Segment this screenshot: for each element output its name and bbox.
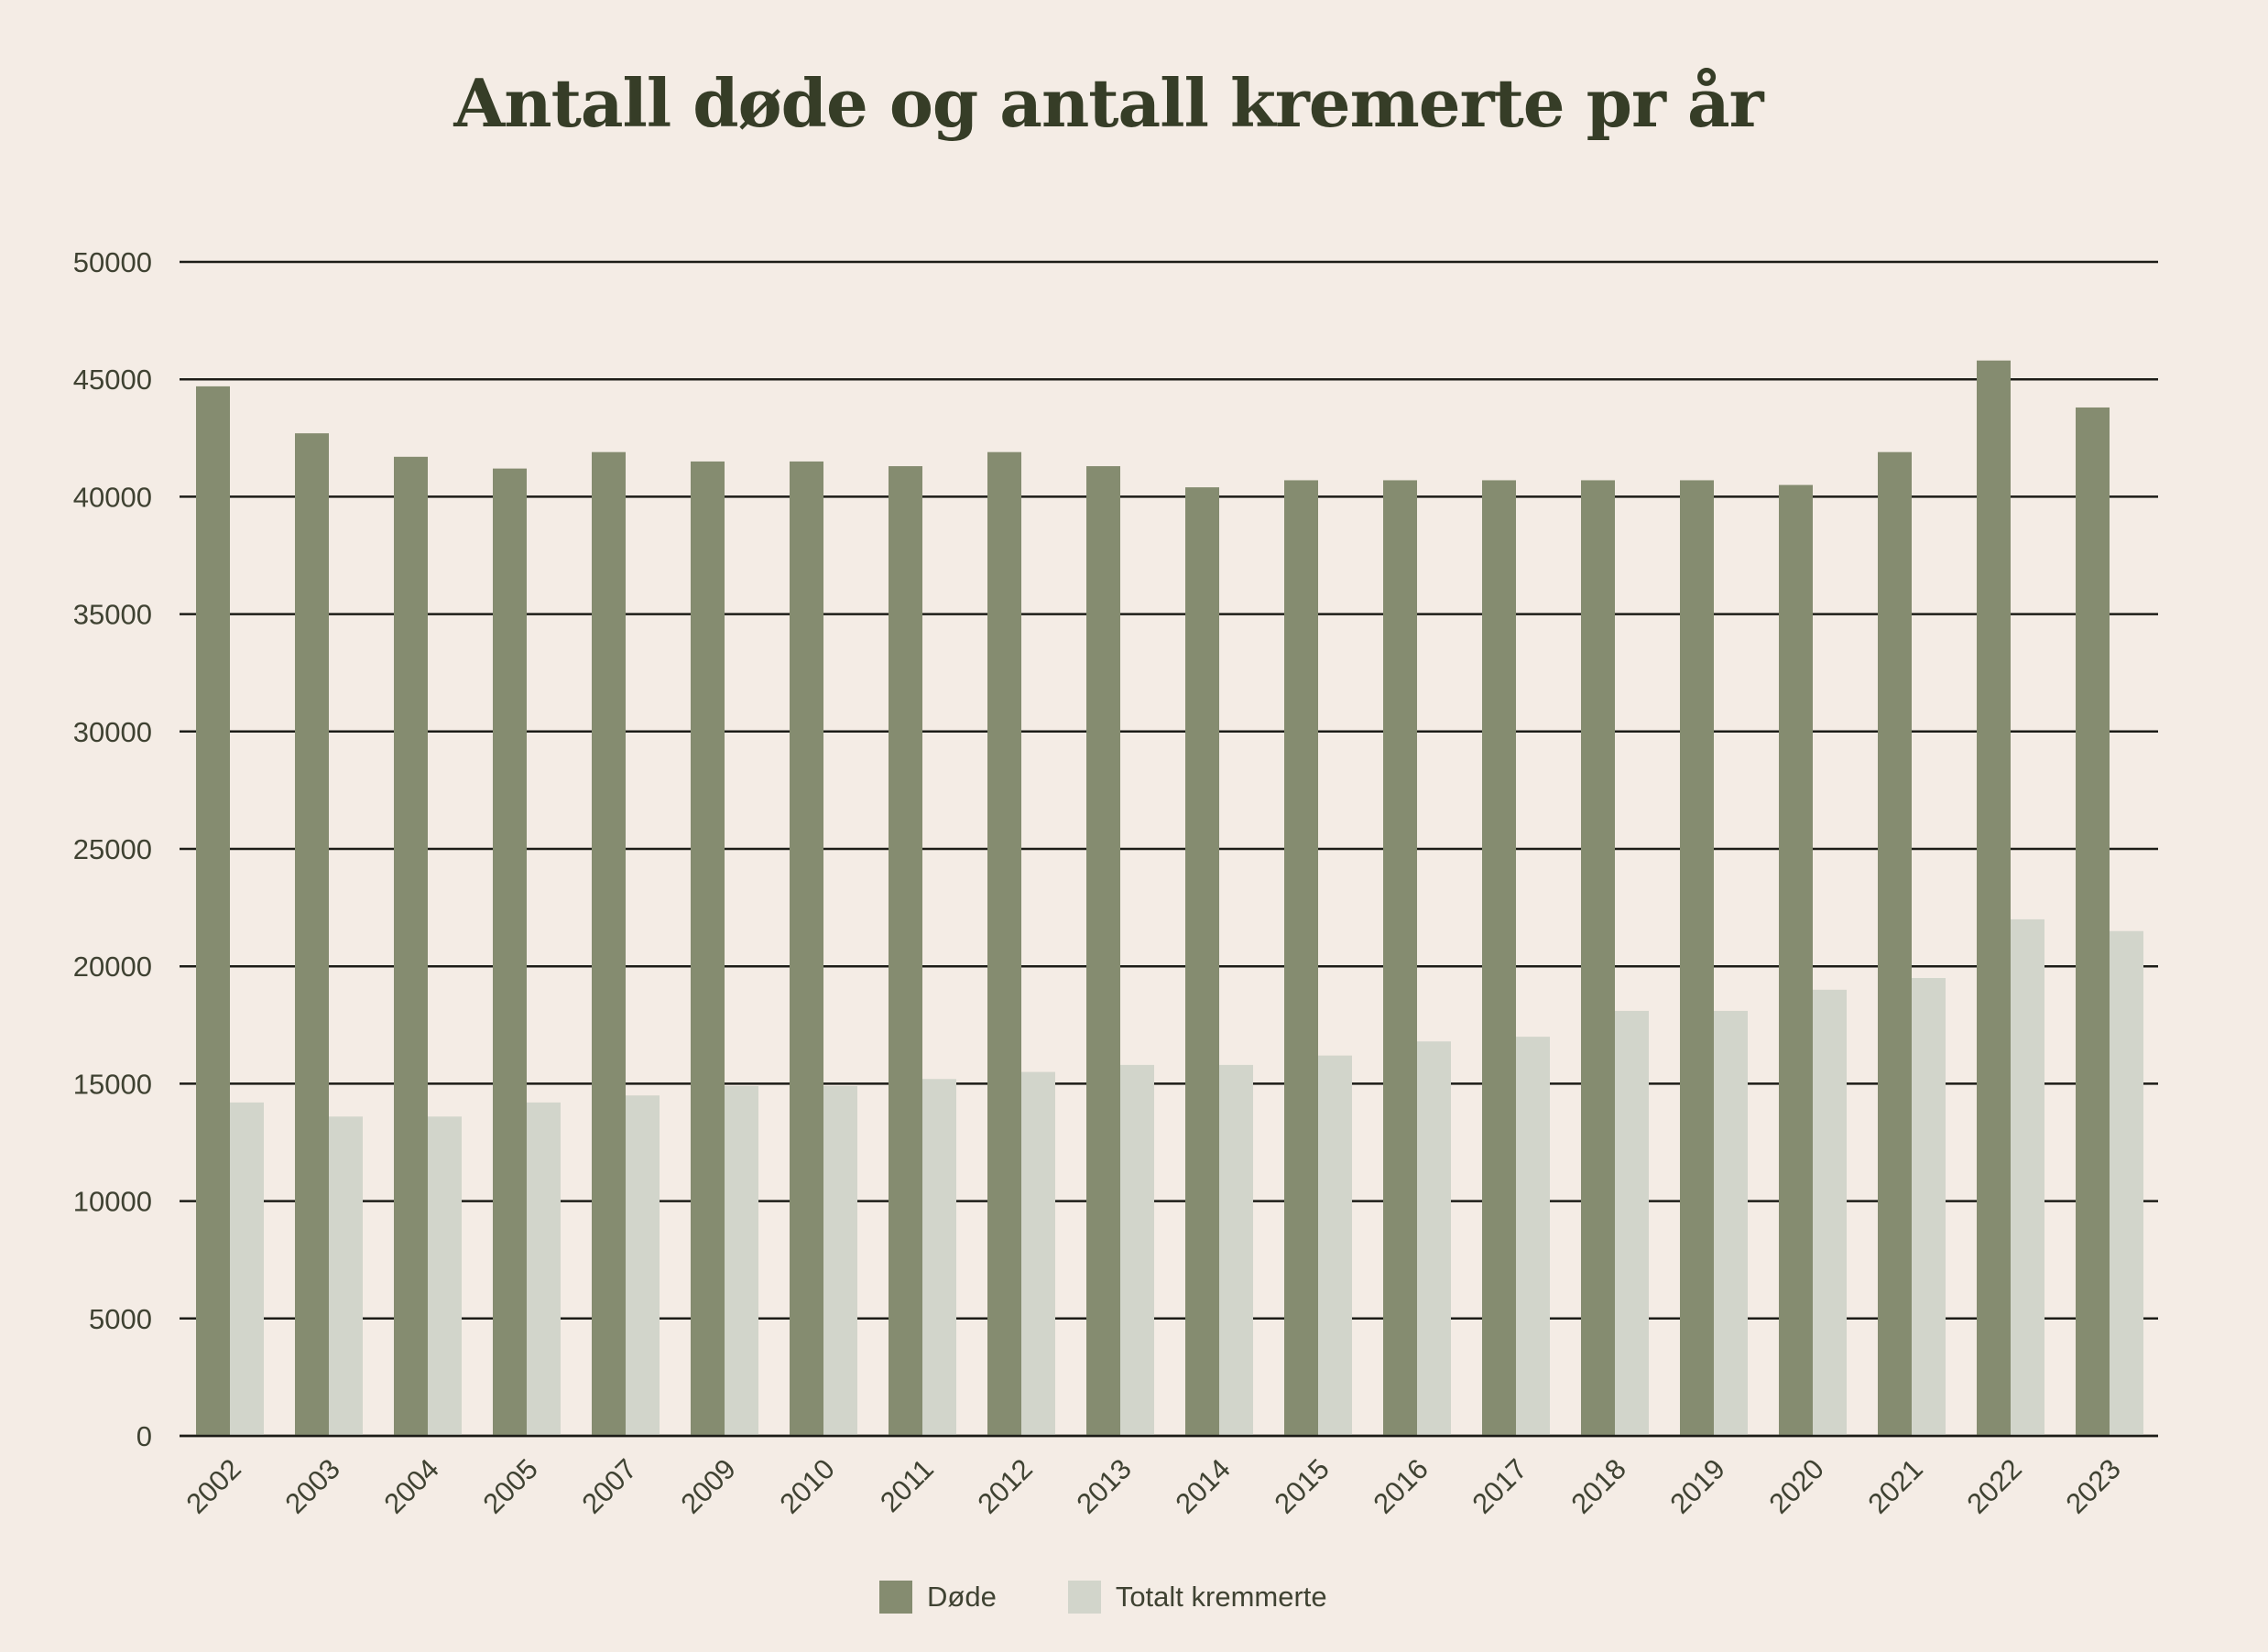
bars (180, 360, 2158, 1438)
x-tick-label: 2016 (1367, 1452, 1434, 1520)
bar-kremerte-2009 (725, 1085, 758, 1436)
bar-dode-2014 (1185, 487, 1219, 1436)
bar-dode-2021 (1878, 451, 1912, 1437)
bar-dode-2017 (1482, 480, 1516, 1436)
bar-dode-2007 (592, 451, 626, 1437)
bar-kremerte-2012 (1021, 1071, 1055, 1436)
y-tick-label: 50000 (73, 246, 152, 278)
bar-chart: 0 5000 10000 15000 20000 25000 30000 35000 40000… (73, 246, 2158, 1520)
legend-label-dode: Døde (927, 1581, 997, 1613)
y-tick-label: 35000 (73, 599, 152, 631)
bar-kremerte-2023 (2110, 930, 2143, 1436)
y-tick-label: 25000 (73, 833, 152, 865)
x-tick-label: 2003 (278, 1452, 346, 1520)
bar-dode-2018 (1581, 480, 1615, 1436)
bar-kremerte-2011 (922, 1079, 956, 1436)
bar-kremerte-2017 (1516, 1037, 1550, 1436)
x-tick-label: 2009 (674, 1452, 742, 1520)
legend-label-kremerte: Totalt kremmerte (1115, 1581, 1327, 1613)
x-tick-label: 2004 (377, 1452, 445, 1520)
x-tick-label: 2012 (971, 1452, 1039, 1520)
bar-kremerte-2015 (1318, 1055, 1352, 1436)
x-tick-label: 2011 (874, 1452, 940, 1518)
bar-kremerte-2010 (823, 1085, 857, 1436)
bar-kremerte-2021 (1912, 978, 1946, 1436)
gridlines (180, 260, 2158, 1438)
y-tick-label: 0 (136, 1420, 152, 1452)
bar-dode-2005 (493, 468, 527, 1437)
bar-dode-2015 (1284, 480, 1318, 1436)
bar-kremerte-2013 (1120, 1064, 1154, 1436)
legend-item-kremerte: Totalt kremmerte (1067, 1581, 1327, 1614)
chart-title: Antall døde og antall kremerte pr år (453, 64, 1763, 142)
x-tick-label: 2023 (2059, 1452, 2127, 1520)
y-tick-label: 40000 (73, 481, 152, 513)
y-tick-label: 30000 (73, 716, 152, 748)
x-tick-label: 2019 (1663, 1452, 1731, 1520)
legend-swatch-dode (879, 1581, 912, 1614)
bar-dode-2003 (295, 433, 329, 1436)
x-tick-label: 2010 (773, 1452, 841, 1520)
bar-dode-2012 (987, 451, 1021, 1437)
bar-dode-2002 (196, 386, 230, 1437)
bar-dode-2019 (1680, 480, 1714, 1436)
x-tick-label: 2013 (1070, 1452, 1138, 1520)
bar-kremerte-2019 (1714, 1010, 1748, 1436)
bar-dode-2013 (1086, 466, 1120, 1436)
legend-swatch-kremerte (1067, 1581, 1101, 1614)
bar-kremerte-2002 (230, 1102, 264, 1436)
bar-kremerte-2016 (1417, 1041, 1451, 1436)
bar-kremerte-2020 (1813, 989, 1847, 1436)
x-tick-label: 2021 (1861, 1452, 1929, 1520)
x-tick-label: 2007 (575, 1452, 643, 1520)
y-tick-label: 5000 (89, 1303, 152, 1335)
legend: Døde Totalt kremmerte (879, 1581, 1399, 1614)
bar-dode-2009 (691, 461, 725, 1437)
y-tick-label: 15000 (73, 1068, 152, 1100)
bar-dode-2022 (1977, 360, 2011, 1436)
y-tick-label: 45000 (73, 364, 152, 396)
bar-kremerte-2022 (2011, 918, 2044, 1436)
x-axis-ticks: 2002 2003 2004 2005 2007 2009 2010 2011 2012 2013… (180, 1452, 2127, 1520)
y-axis-ticks: 0 5000 10000 15000 20000 25000 30000 35000 40000… (73, 246, 152, 1452)
bar-kremerte-2005 (527, 1102, 561, 1436)
x-tick-label: 2020 (1762, 1452, 1830, 1520)
bar-kremerte-2003 (329, 1116, 363, 1436)
y-tick-label: 20000 (73, 951, 152, 983)
bar-kremerte-2014 (1219, 1064, 1253, 1436)
y-tick-label: 10000 (73, 1186, 152, 1218)
bar-kremerte-2007 (626, 1095, 660, 1436)
x-tick-label: 2015 (1268, 1452, 1336, 1520)
bar-dode-2011 (889, 466, 922, 1436)
bar-dode-2010 (790, 461, 823, 1437)
bar-dode-2004 (394, 456, 428, 1436)
x-tick-label: 2014 (1169, 1452, 1237, 1520)
bar-dode-2020 (1779, 484, 1813, 1436)
x-tick-label: 2018 (1565, 1452, 1632, 1520)
bar-dode-2016 (1383, 480, 1417, 1436)
x-tick-label: 2017 (1466, 1452, 1533, 1520)
legend-item-dode: Døde (879, 1581, 997, 1614)
bar-kremerte-2004 (428, 1116, 462, 1436)
bar-kremerte-2018 (1615, 1010, 1649, 1436)
x-tick-label: 2022 (1960, 1452, 2028, 1520)
x-tick-label: 2002 (180, 1452, 247, 1520)
bar-dode-2023 (2076, 407, 2110, 1436)
x-tick-label: 2005 (476, 1452, 544, 1520)
